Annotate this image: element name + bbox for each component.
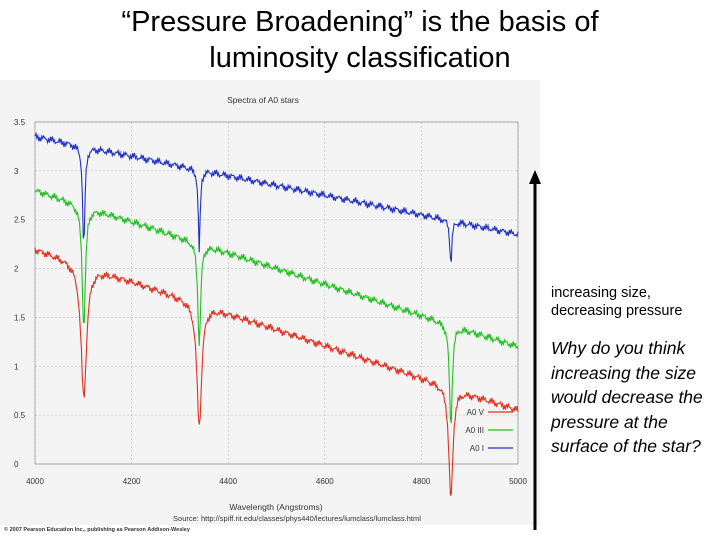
y-tick-label: 3.5 [14,118,26,127]
legend-label: A0 III [465,426,484,435]
slide-title: “Pressure Broadening” is the basis of lu… [40,4,680,76]
series-line-v [34,247,519,497]
title-line-1: “Pressure Broadening” is the basis of [121,6,599,38]
x-tick-label: 5000 [509,477,527,486]
copyright-credit: © 2007 Pearson Education Inc., publishin… [4,527,190,533]
x-tick-label: 4800 [413,477,431,486]
series-line-iii [34,188,519,424]
y-tick-label: 2 [14,265,19,274]
legend: A0 V A0 III A0 I [465,408,513,453]
arrow-label-line-2: decreasing pressure [551,303,683,319]
series-line-i [34,131,519,262]
series-lines [34,131,519,497]
source-note: Source: http://spiff.rit.edu/classes/phy… [173,514,421,523]
y-tick-label: 0 [14,460,19,469]
y-tick-label: 2.5 [14,216,26,225]
x-tick-label: 4000 [26,477,44,486]
y-tick-label: 3 [14,167,19,176]
title-line-2: luminosity classification [209,42,511,74]
arrow-label-line-1: increasing size, [551,285,651,301]
y-tick-label: 1 [14,362,19,371]
arrow-head-icon [529,170,541,184]
increasing-size-arrow [527,170,543,530]
chart-title: Spectra of A0 stars [227,95,299,105]
spectra-chart: Spectra of A0 stars 0 0.5 1 1.5 2 2.5 3 3.5 4000… [0,80,540,525]
x-tick-label: 4600 [316,477,334,486]
chart-background [0,80,540,525]
x-tick-label: 4200 [123,477,141,486]
x-axis-label: Wavelength (Angstroms) [229,502,322,512]
plot-frame [34,121,519,465]
y-tick-label: 0.5 [14,411,26,420]
x-tick-label: 4400 [219,477,237,486]
legend-label: A0 V [467,408,485,417]
legend-label: A0 I [470,444,484,453]
axis-ticks: 0 0.5 1 1.5 2 2.5 3 3.5 4000 4200 4400 4600 4800 5000 [14,118,527,486]
arrow-label: increasing size, decreasing pressure [551,284,716,320]
y-tick-label: 1.5 [14,313,26,322]
question-text: Why do you think increasing the size wou… [551,338,703,456]
